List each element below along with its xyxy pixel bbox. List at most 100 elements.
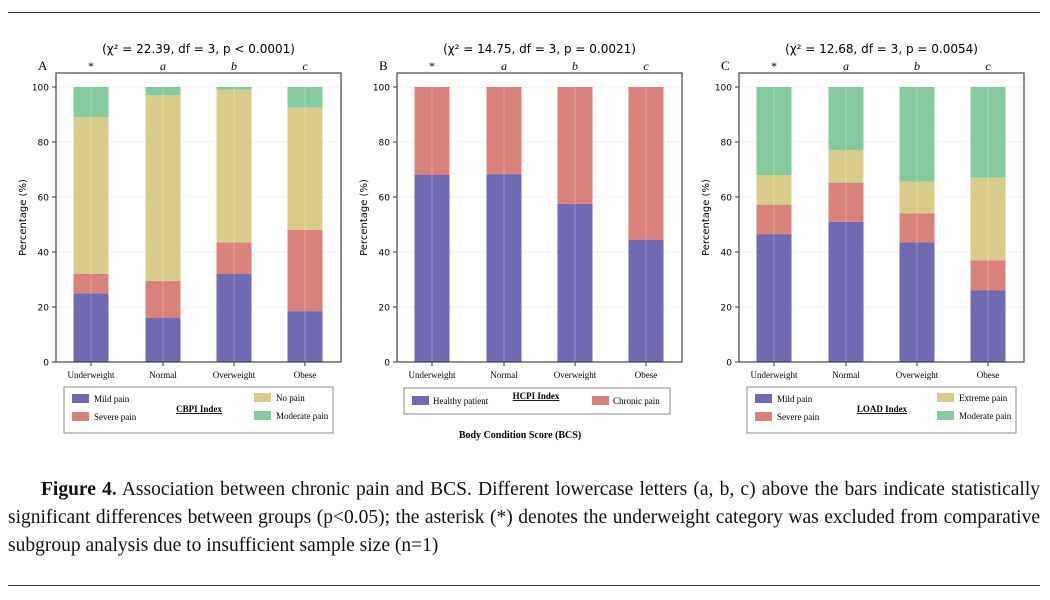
bar-segment-severe-pain: [73, 274, 109, 294]
panel-B: (χ² = 14.75, df = 3, p = 0.0021) B 0 20 40 60…: [359, 42, 683, 415]
group-letter: b: [231, 59, 237, 73]
legend-label: Severe pain: [94, 412, 137, 422]
panel-label: C: [721, 58, 730, 73]
panel-label: B: [379, 58, 388, 73]
plot-frame: [396, 72, 683, 363]
bar-segment-mild-pain: [899, 242, 935, 362]
bar-segment-no-pain: [287, 107, 323, 230]
bar-segment-severe-pain: [970, 260, 1006, 291]
x-tick-label: Obese: [294, 370, 317, 380]
chart-title: (χ² = 12.68, df = 3, p = 0.0054): [785, 42, 978, 56]
legend-swatch: [937, 411, 954, 420]
bar-segment-mild-pain: [287, 311, 323, 362]
y-tick-label: 40: [38, 249, 50, 259]
x-tick-label: Normal: [149, 370, 177, 380]
legend-label: Mild pain: [777, 394, 813, 404]
y-tick-label: 80: [379, 139, 391, 149]
group-letter: b: [572, 59, 578, 73]
panel-A: (χ² = 22.39, df = 3, p < 0.0001) A 0 20 40 60…: [18, 42, 342, 434]
chart-title: (χ² = 14.75, df = 3, p = 0.0021): [443, 42, 636, 56]
top-rule: [8, 12, 1040, 13]
group-letter: *: [771, 59, 777, 73]
y-tick-label: 0: [726, 359, 732, 369]
legend-label: No pain: [276, 393, 305, 403]
legend: Healthy patient Chronic pain HCPI Index: [403, 387, 671, 415]
bar-segment-extreme-pain: [756, 175, 792, 205]
bar-segment-no-pain: [216, 89, 252, 243]
x-tick-label: Underweight: [409, 370, 456, 380]
group-letter: c: [643, 59, 649, 73]
legend-swatch: [412, 396, 429, 405]
legend: Mild pain Severe pain Extreme pain Moderate…: [746, 386, 1017, 434]
legend-label: Mild pain: [94, 394, 130, 404]
bar-segment-no-pain: [73, 117, 109, 274]
panel-label: A: [38, 58, 48, 73]
legend-title: LOAD Index: [857, 404, 908, 414]
x-tick-label: Overweight: [213, 370, 256, 380]
y-tick-label: 20: [38, 304, 50, 314]
caption-label: Figure 4.: [41, 479, 117, 500]
bar-segment-healthy-patient: [628, 239, 664, 362]
y-tick-label: 20: [721, 304, 733, 314]
group-letter: c: [985, 59, 991, 73]
y-tick-label: 60: [379, 194, 391, 204]
group-letter: a: [160, 59, 166, 73]
y-tick-label: 60: [38, 194, 50, 204]
bar-segment-mild-pain: [828, 221, 864, 362]
y-axis-label: Percentage (%): [18, 179, 29, 256]
bottom-rule: [8, 585, 1040, 586]
y-axis-label: Percentage (%): [701, 179, 712, 256]
legend-title: HCPI Index: [513, 391, 560, 401]
bar-segment-moderate-pain: [287, 87, 323, 108]
legend-box: [403, 387, 671, 415]
legend-swatch: [755, 412, 772, 421]
bar-segment-healthy-patient: [486, 174, 522, 362]
legend-swatch: [937, 393, 954, 402]
y-tick-label: 40: [721, 249, 733, 259]
legend-box: [63, 386, 334, 434]
legend-label: Moderate pain: [276, 411, 329, 421]
bar-segment-extreme-pain: [899, 181, 935, 214]
bar-segment-severe-pain: [145, 280, 181, 318]
bar-segment-mild-pain: [756, 234, 792, 362]
bar-segment-moderate-pain: [756, 87, 792, 175]
bar-segment-chronic-pain: [486, 87, 522, 175]
panel-C: (χ² = 12.68, df = 3, p = 0.0054) C 0 20 40 60…: [701, 42, 1025, 434]
caption-text: Association between chronic pain and BCS…: [8, 479, 1040, 556]
y-tick-label: 80: [38, 139, 50, 149]
x-tick-label: Underweight: [751, 370, 798, 380]
x-tick-label: Normal: [832, 370, 860, 380]
bar-segment-healthy-patient: [557, 203, 593, 362]
group-letter: *: [429, 59, 435, 73]
bar-segment-mild-pain: [145, 318, 181, 362]
legend-swatch: [72, 412, 89, 421]
bar-segment-mild-pain: [970, 290, 1006, 362]
y-tick-label: 60: [721, 194, 733, 204]
chart-title: (χ² = 22.39, df = 3, p < 0.0001): [102, 42, 295, 56]
group-letter: c: [302, 59, 308, 73]
bar-segment-moderate-pain: [73, 87, 109, 118]
bar-segment-mild-pain: [73, 293, 109, 362]
y-tick-label: 80: [721, 139, 733, 149]
bar-segment-severe-pain: [216, 242, 252, 274]
x-tick-label: Normal: [490, 370, 518, 380]
x-tick-label: Obese: [977, 370, 1000, 380]
bar-segment-moderate-pain: [216, 87, 252, 90]
y-tick-label: 100: [32, 84, 49, 94]
bar-segment-mild-pain: [216, 274, 252, 362]
legend-label: Extreme pain: [959, 393, 1008, 403]
group-letter: b: [914, 59, 920, 73]
bar-segment-severe-pain: [899, 213, 935, 243]
group-letter: a: [501, 59, 507, 73]
figure-caption: Figure 4. Association between chronic pa…: [8, 476, 1040, 560]
bar-segment-severe-pain: [828, 182, 864, 222]
y-tick-label: 20: [379, 304, 391, 314]
group-letter: a: [843, 59, 849, 73]
x-axis-title: Body Condition Score (BCS): [459, 430, 581, 441]
bar-segment-chronic-pain: [414, 87, 450, 175]
bar-segment-extreme-pain: [970, 177, 1006, 261]
bar-segment-chronic-pain: [557, 87, 593, 204]
bar-segment-moderate-pain: [899, 87, 935, 182]
plot-frame: [738, 72, 1025, 363]
legend: Mild pain Severe pain No pain Moderate pain…: [63, 386, 334, 434]
